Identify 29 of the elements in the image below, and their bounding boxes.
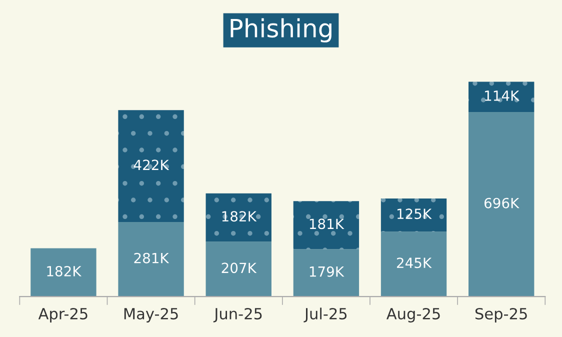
data-label: 696K [484,198,520,208]
bar [118,110,184,222]
bar [468,82,534,112]
data-label: 207K [222,262,257,274]
bar [380,232,447,297]
x-tick-label: Jul-25 [304,308,347,322]
data-label: 179K [310,266,344,277]
data-label: 281K [134,252,170,264]
bar [206,193,272,242]
x-tick-label: May-25 [124,308,178,322]
bar [118,222,184,297]
bar [468,112,534,297]
bar [380,198,447,232]
x-tick-label: Jun-25 [213,308,262,322]
bar [206,242,272,297]
data-label: 422K [134,160,170,170]
data-label: 114K [485,90,520,101]
bar [293,201,360,250]
x-tick-label: Apr-25 [38,308,88,322]
x-tick-label: Aug-25 [386,308,440,322]
data-label: 182K [47,266,82,276]
x-tick-label: Sep-25 [475,308,527,322]
chart-title: Phishing [230,18,332,42]
data-label: 125K [397,208,432,220]
bar [293,249,360,297]
data-label: 245K [396,258,432,268]
data-label: 182K [222,211,257,222]
data-label: 181K [310,218,344,230]
bar [30,248,96,297]
